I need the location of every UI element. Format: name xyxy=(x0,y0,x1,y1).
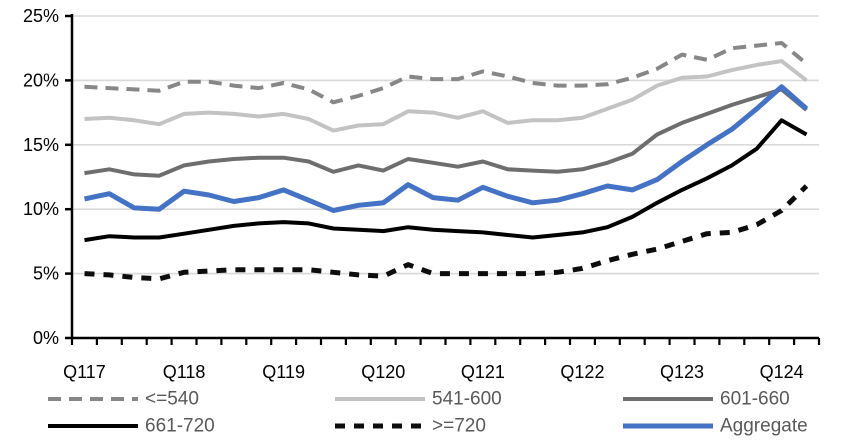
x-axis-label: Q117 xyxy=(63,362,106,382)
x-axis-label: Q121 xyxy=(461,362,505,382)
x-axis-label: Q124 xyxy=(760,362,804,382)
legend-label-s661-720: 661-720 xyxy=(145,416,215,437)
x-axis-label: Q123 xyxy=(660,362,704,382)
series-line-s661-720 xyxy=(84,118,808,243)
x-axis-label: Q122 xyxy=(560,362,604,382)
y-axis-label: 0% xyxy=(33,328,59,348)
x-axis-label: Q118 xyxy=(163,362,206,382)
legend-label-aggregate: Aggregate xyxy=(720,416,808,437)
series-line-ge720 xyxy=(84,184,809,282)
series-line-s541-600 xyxy=(84,59,808,133)
series-line-le540 xyxy=(84,41,808,105)
legend-label-ge720: >=720 xyxy=(432,416,486,437)
y-axis-label: 5% xyxy=(33,264,59,284)
legend-label-s601-660: 601-660 xyxy=(720,389,790,410)
y-axis-label: 10% xyxy=(23,199,59,219)
y-axis-label: 25% xyxy=(23,6,59,26)
legend-label-s541-600: 541-600 xyxy=(432,389,502,410)
y-axis-label: 20% xyxy=(23,70,59,90)
x-axis-label: Q120 xyxy=(361,362,405,382)
series-line-aggregate xyxy=(83,84,809,213)
legend-label-le540: <=540 xyxy=(145,389,199,410)
y-axis-label: 15% xyxy=(23,135,59,155)
x-axis-label: Q119 xyxy=(262,362,305,382)
series-line-s601-660 xyxy=(84,87,808,178)
